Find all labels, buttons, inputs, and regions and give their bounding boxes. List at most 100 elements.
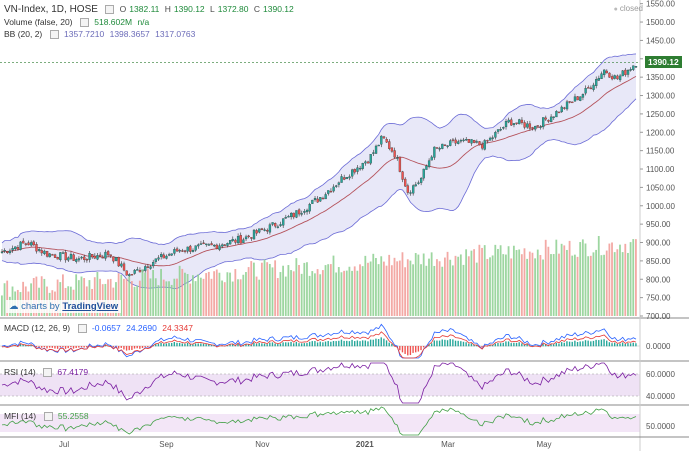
- candle-body: [618, 75, 622, 81]
- macd-hist-bar: [300, 343, 303, 347]
- macd-hist-bar: [290, 341, 292, 347]
- volume-bar: [465, 249, 468, 316]
- macd-hist-bar: [242, 344, 244, 347]
- candle-body: [263, 229, 266, 231]
- volume-bar: [539, 255, 542, 316]
- low-label: L: [210, 4, 215, 14]
- volume-bar: [579, 242, 582, 316]
- macd-hist-bar: [200, 343, 202, 347]
- macd-hist-bar: [635, 343, 637, 347]
- volume-bar: [321, 270, 324, 316]
- macd-hist-bar: [303, 343, 306, 347]
- candle-body: [64, 252, 67, 261]
- tradingview-watermark[interactable]: ☁ charts by TradingView: [6, 300, 122, 313]
- volume-bar: [340, 272, 343, 316]
- macd-hist-bar: [523, 344, 526, 347]
- volume-bar: [32, 278, 35, 316]
- candle-body: [321, 197, 325, 200]
- candle-body: [125, 270, 128, 276]
- volume-bar: [611, 242, 613, 316]
- volume-bar: [168, 281, 170, 316]
- candle-body: [605, 70, 608, 74]
- macd-hist-bar: [454, 340, 457, 347]
- macd-hist-bar: [19, 344, 22, 347]
- time-tick-label: May: [536, 440, 551, 449]
- candle-body: [221, 244, 224, 247]
- candle-body: [422, 168, 425, 179]
- volume-settings-icon[interactable]: [79, 18, 89, 28]
- mfi-settings-icon[interactable]: [43, 412, 53, 422]
- candle-body: [534, 125, 537, 130]
- candle-body: [353, 169, 356, 173]
- volume-bar: [425, 265, 428, 316]
- volume-bar: [351, 270, 353, 316]
- candle-body: [343, 177, 346, 180]
- volume-bar: [624, 243, 627, 316]
- candle-body: [523, 122, 526, 128]
- macd-hist-bar: [606, 340, 608, 347]
- macd-hist-bar: [499, 343, 502, 347]
- macd-hist-bar: [361, 340, 364, 347]
- volume-bar: [613, 252, 616, 316]
- macd-settings-icon[interactable]: [77, 324, 87, 334]
- candle-body: [603, 69, 606, 76]
- macd-hist-bar: [120, 346, 122, 348]
- macd-hist-bar: [62, 346, 64, 348]
- volume-bar: [292, 271, 295, 316]
- volume-bar: [319, 274, 322, 316]
- volume-bar: [258, 279, 261, 316]
- candle-body: [512, 123, 516, 126]
- candle-body: [430, 156, 433, 161]
- rsi-value: 67.4179: [57, 367, 89, 377]
- candle-body: [372, 152, 375, 154]
- macd-hist-bar: [263, 343, 266, 347]
- volume-bar: [605, 250, 608, 316]
- candle-body: [197, 244, 200, 247]
- candle-body: [348, 176, 351, 179]
- candle-body: [361, 163, 364, 169]
- low-value: 1372.80: [217, 4, 249, 14]
- volume-bar: [62, 274, 64, 316]
- candle-body: [316, 198, 319, 203]
- candle-body: [173, 249, 176, 254]
- candle-body: [8, 250, 12, 254]
- volume-bar: [245, 272, 247, 316]
- candle-body: [266, 230, 269, 232]
- volume-bar: [592, 252, 595, 316]
- volume-bar: [616, 249, 619, 316]
- macd-tick-label: 0.0000: [646, 342, 671, 351]
- bb-band-fill: [2, 53, 636, 289]
- watermark-prefix: charts by: [21, 301, 60, 312]
- candle-body: [555, 111, 558, 118]
- macd-hist-bar: [422, 346, 425, 348]
- candle-body: [72, 254, 75, 261]
- macd-hist-bar: [35, 346, 38, 348]
- bb-settings-icon[interactable]: [49, 30, 59, 40]
- candle-body: [473, 140, 476, 143]
- macd-hist-bar: [545, 344, 547, 347]
- macd-hist-bar: [566, 341, 568, 347]
- time-axis: Jul Sep Nov 2021 Mar May: [0, 436, 689, 449]
- watermark-brand: TradingView: [62, 301, 119, 312]
- candle-body: [409, 192, 412, 194]
- volume-bar: [332, 255, 335, 316]
- macd-hist-bar: [197, 343, 199, 347]
- volume-bar: [494, 244, 497, 316]
- volume-bar: [550, 254, 552, 316]
- volume-bar: [6, 280, 9, 316]
- volume-bar: [518, 249, 521, 316]
- last-price-tag: 1390.12: [645, 56, 682, 69]
- candle-body: [303, 211, 306, 213]
- volume-bar: [491, 255, 494, 316]
- candle-body: [191, 250, 195, 252]
- candle-body: [496, 129, 500, 132]
- candle-body: [88, 252, 91, 260]
- candle-body: [16, 247, 20, 250]
- macd-hist-bar: [404, 346, 406, 354]
- bb-lower-line: [1, 98, 637, 290]
- symbol-settings-icon[interactable]: [105, 5, 115, 15]
- rsi-settings-icon[interactable]: [43, 368, 53, 378]
- volume-bar: [186, 274, 189, 316]
- candle-body: [61, 252, 65, 254]
- volume-bar: [210, 278, 213, 316]
